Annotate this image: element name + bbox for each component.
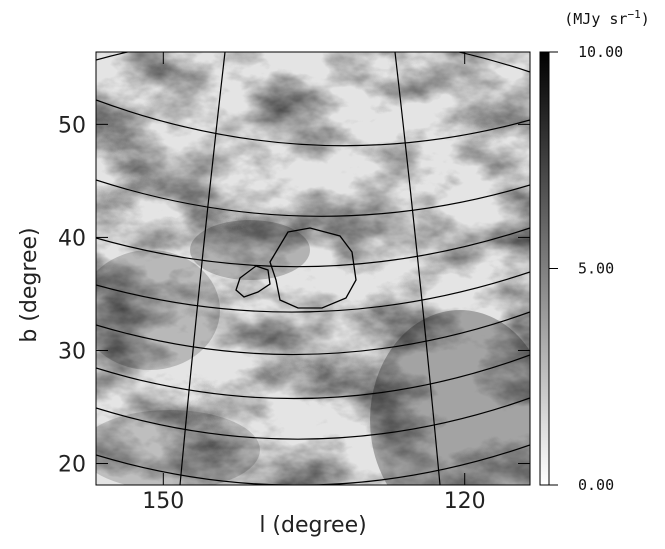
y-axis-label: b (degree) — [17, 227, 42, 342]
y-tick-label: 30 — [58, 339, 86, 364]
colorbar-label-close: ) — [641, 10, 650, 28]
colorbar-label-text: (MJy sr — [564, 10, 627, 28]
colorbar-label: (MJy sr−1) — [564, 8, 650, 28]
colorbar — [539, 51, 550, 486]
x-axis-label: l (degree) — [259, 513, 366, 538]
colorbar-label-exponent: −1 — [627, 8, 640, 21]
y-tick-label: 40 — [58, 226, 86, 251]
colorbar-tick-label: 10.00 — [578, 43, 623, 61]
x-tick-label: 120 — [444, 489, 486, 514]
colorbar-tick-label: 0.00 — [578, 476, 614, 494]
x-tick-label: 150 — [142, 489, 184, 514]
contours — [235, 227, 357, 309]
y-tick-label: 20 — [58, 453, 86, 478]
plot-frame — [95, 51, 531, 486]
colorbar-tick-label: 5.00 — [578, 260, 614, 278]
coordinate-grid — [96, 52, 530, 485]
y-tick-label: 50 — [58, 113, 86, 138]
sky-image — [96, 52, 530, 485]
